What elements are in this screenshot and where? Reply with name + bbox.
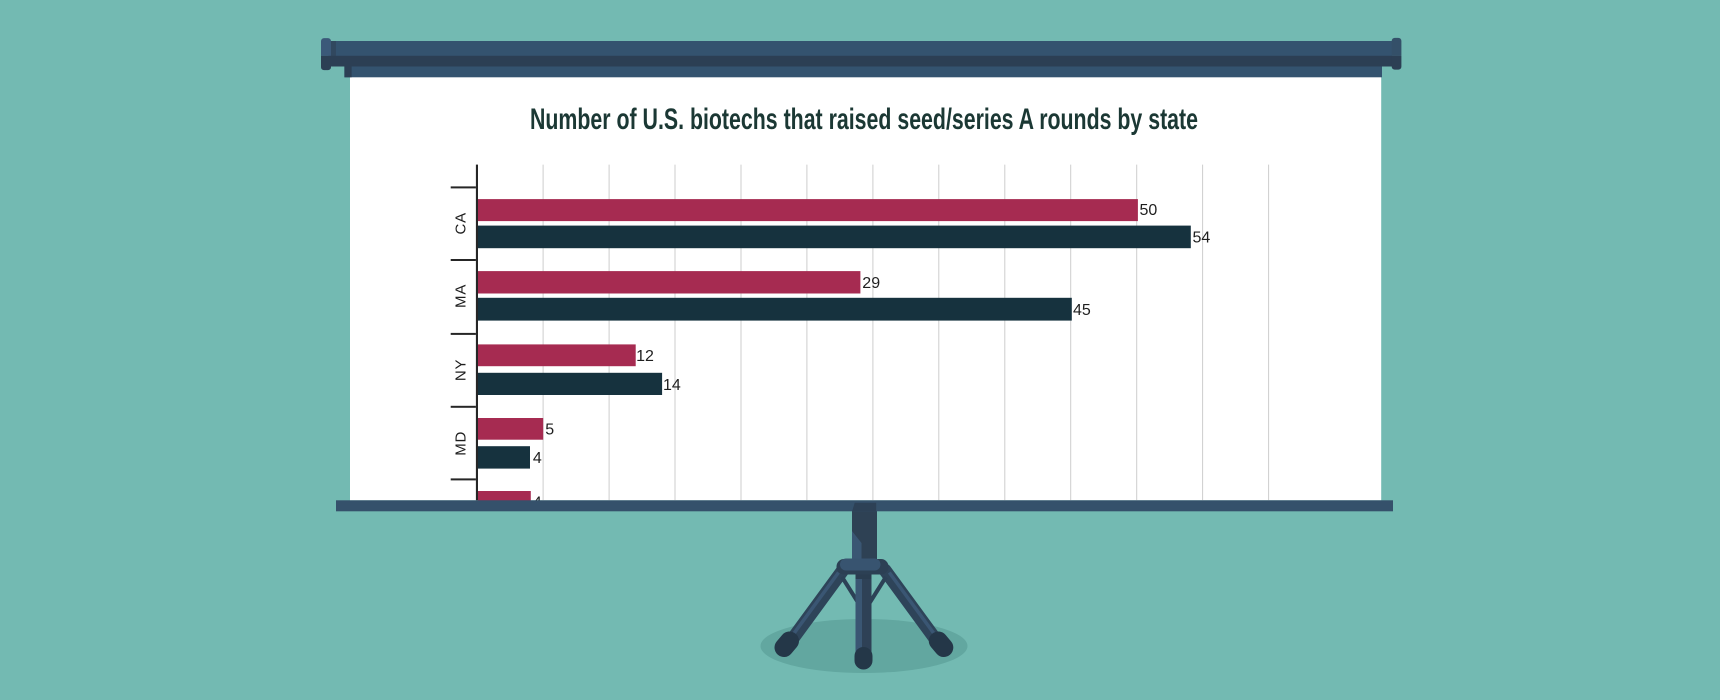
svg-text:MA: MA: [452, 284, 469, 308]
svg-text:29: 29: [862, 275, 880, 292]
svg-text:MD: MD: [452, 431, 469, 456]
svg-text:50: 50: [1140, 202, 1158, 219]
svg-text:Number of U.S. biotechs that r: Number of U.S. biotechs that raised seed…: [530, 103, 1198, 136]
svg-text:NY: NY: [452, 359, 469, 381]
svg-text:45: 45: [1073, 302, 1091, 319]
svg-text:14: 14: [663, 377, 681, 394]
svg-text:12: 12: [636, 348, 654, 365]
svg-text:54: 54: [1193, 229, 1211, 246]
svg-text:CA: CA: [452, 212, 469, 234]
svg-text:4: 4: [533, 450, 542, 467]
svg-text:5: 5: [545, 422, 554, 439]
